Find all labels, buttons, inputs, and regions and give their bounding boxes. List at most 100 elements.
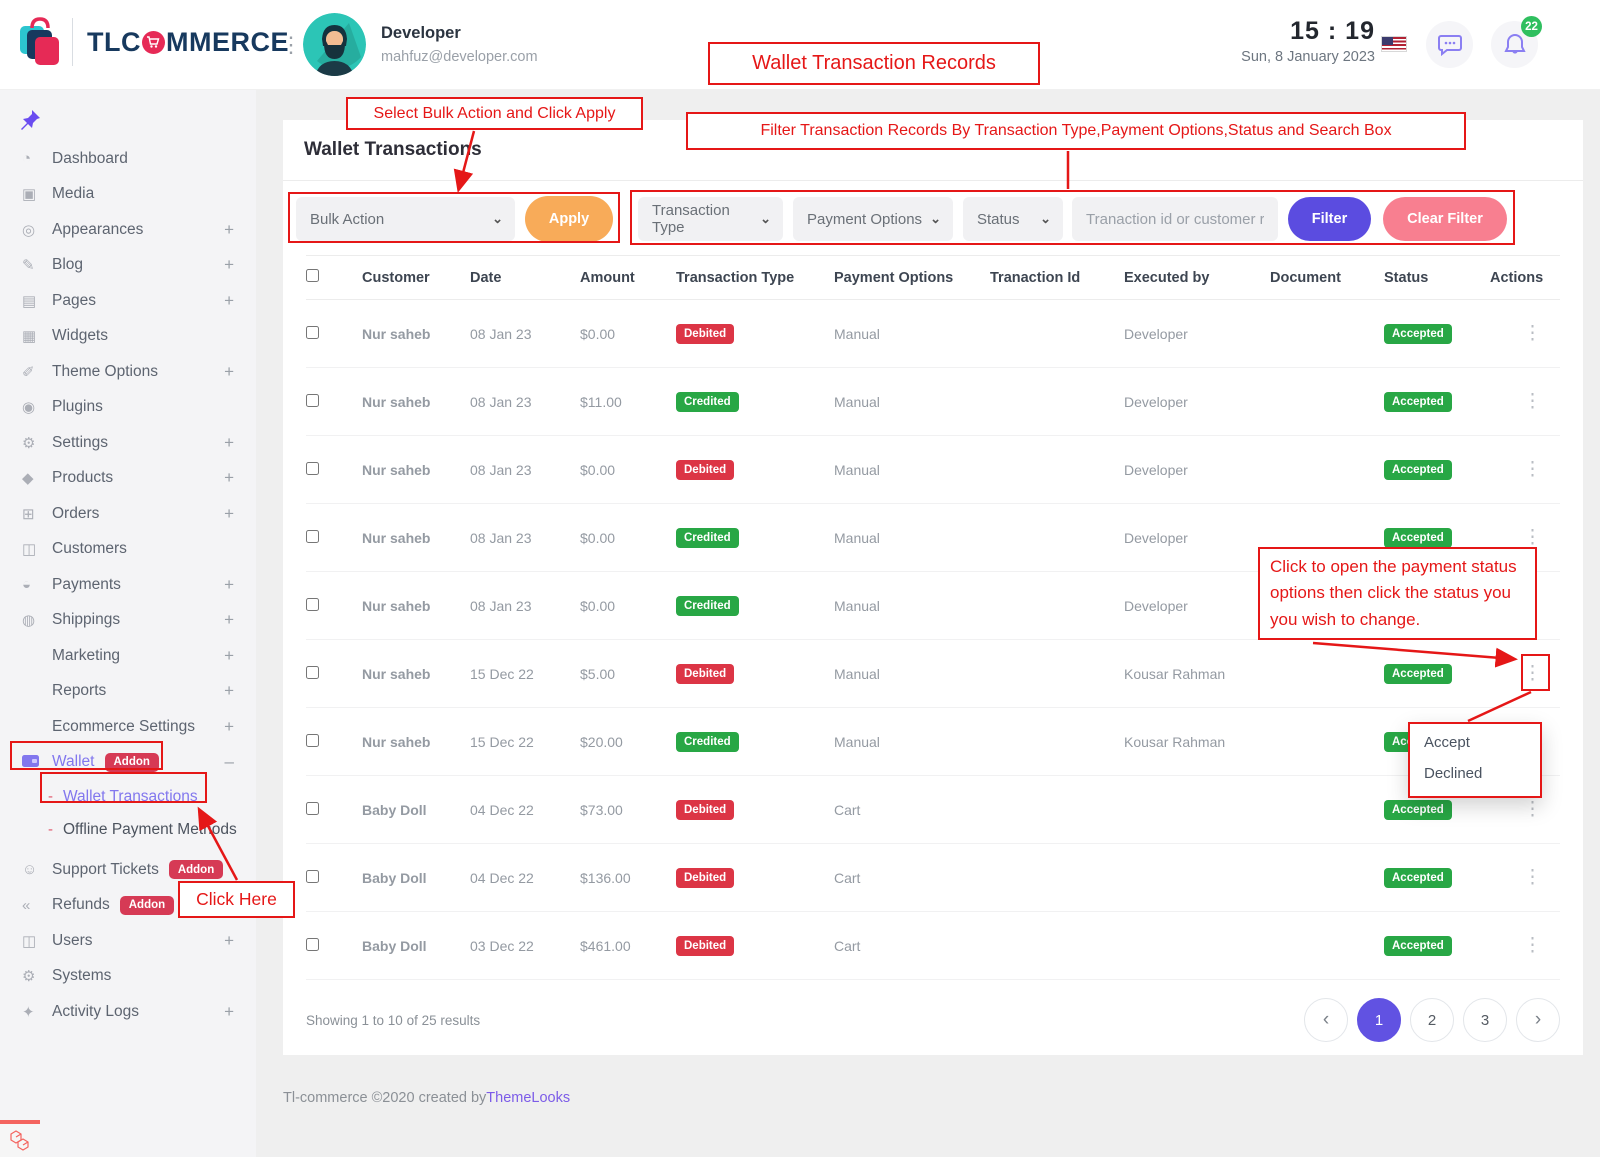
sidebar-item-users[interactable]: ◫ Users +	[22, 930, 234, 950]
chevron-down-icon: ⌄	[492, 211, 503, 226]
payment-options-select[interactable]: Payment Options ⌄	[793, 197, 953, 241]
row-checkbox[interactable]	[306, 393, 319, 407]
next-page-button[interactable]: ›	[1516, 998, 1560, 1042]
bulk-action-select[interactable]: Bulk Action ⌄	[296, 197, 515, 241]
row-checkbox[interactable]	[306, 597, 319, 611]
sidebar-item-blog[interactable]: ✎ Blog +	[22, 255, 234, 275]
expand-plus-icon[interactable]: +	[224, 219, 234, 239]
expand-plus-icon[interactable]: +	[224, 361, 234, 381]
row-actions-menu-icon[interactable]: ⋮	[1523, 799, 1542, 820]
status-badge[interactable]: Accepted	[1384, 867, 1452, 888]
status-select[interactable]: Status ⌄	[963, 197, 1063, 241]
status-badge[interactable]: Accepted	[1384, 935, 1452, 956]
transaction-type-select[interactable]: Transaction Type ⌄	[638, 197, 783, 241]
expand-plus-icon[interactable]: +	[224, 503, 234, 523]
expand-plus-icon[interactable]: +	[224, 716, 234, 736]
status-badge[interactable]: Accepted	[1384, 663, 1452, 684]
sidebar-item-activity-logs[interactable]: ✦ Activity Logs +	[22, 1001, 234, 1021]
row-checkbox[interactable]	[306, 937, 319, 951]
prev-page-button[interactable]: ‹	[1304, 998, 1348, 1042]
sidebar-item-refunds[interactable]: «Refunds Addon	[0, 888, 256, 924]
sidebar-item-media[interactable]: ▣ Media	[22, 185, 95, 204]
orders-icon: ⊞	[22, 505, 35, 523]
language-flag-icon[interactable]	[1381, 36, 1407, 52]
declined-option[interactable]: Declined	[1424, 765, 1483, 782]
status-badge[interactable]: Accepted	[1384, 459, 1452, 480]
page-1-button[interactable]: 1	[1357, 998, 1401, 1042]
expand-plus-icon[interactable]: +	[224, 930, 234, 950]
time: 15 : 19	[1290, 17, 1375, 45]
sidebar-toggle-icon[interactable]: ⋮	[280, 32, 302, 57]
row-actions-menu-icon[interactable]: ⋮	[1523, 323, 1542, 344]
row-checkbox[interactable]	[306, 665, 319, 679]
sidebar-item-customers[interactable]: ◫ Customers	[22, 540, 127, 559]
row-checkbox[interactable]	[306, 461, 319, 475]
page-2-button[interactable]: 2	[1410, 998, 1454, 1042]
apply-button[interactable]: Apply	[525, 196, 613, 242]
expand-plus-icon[interactable]: +	[224, 681, 234, 701]
expand-plus-icon[interactable]: +	[224, 290, 234, 310]
sidebar-item-widgets[interactable]: ▦ Widgets	[22, 327, 108, 346]
search-input[interactable]	[1072, 197, 1278, 241]
table-row: Nur saheb 08 Jan 23 $0.00 Credited Manua…	[306, 503, 1560, 572]
notifications-button[interactable]: 22	[1491, 16, 1542, 68]
status-badge[interactable]: Accepted	[1384, 391, 1452, 412]
sidebar-item-wallet-transactions[interactable]: - Wallet Transactions	[48, 787, 198, 806]
expand-plus-icon[interactable]: +	[224, 645, 234, 665]
brand-logo[interactable]: TLC MMERCE	[18, 14, 289, 70]
sidebar-item-theme-options[interactable]: ✐ Theme Options +	[22, 361, 234, 381]
laravel-debugbar[interactable]	[0, 1120, 40, 1157]
sidebar-item-pages[interactable]: ▤ Pages +	[22, 290, 234, 310]
transaction-type-badge: Debited	[676, 867, 735, 888]
page-3-button[interactable]: 3	[1463, 998, 1507, 1042]
bell-icon	[1503, 33, 1526, 54]
row-actions-menu-icon[interactable]: ⋮	[1523, 527, 1542, 548]
row-actions-menu-icon[interactable]: ⋮	[1523, 867, 1542, 888]
results-count: Showing 1 to 10 of 25 results	[306, 1012, 481, 1028]
sidebar-item-offline-payment-methods[interactable]: - Offline Payment Methods	[48, 820, 237, 839]
themelooks-link[interactable]: ThemeLooks	[486, 1090, 571, 1106]
row-actions-menu-icon[interactable]: ⋮	[1523, 391, 1542, 412]
sidebar-item-products[interactable]: ◆ Products +	[22, 468, 234, 488]
row-checkbox[interactable]	[306, 733, 319, 747]
clear-filter-button[interactable]: Clear Filter	[1383, 197, 1507, 241]
sidebar-item-systems[interactable]: ⚙ Systems	[22, 967, 112, 986]
messages-button[interactable]	[1426, 21, 1473, 68]
collapse-minus-icon[interactable]: –	[224, 752, 234, 772]
expand-plus-icon[interactable]: +	[224, 574, 234, 594]
sidebar-item-orders[interactable]: ⊞ Orders +	[22, 503, 234, 523]
row-checkbox[interactable]	[306, 801, 319, 815]
sidebar-item-marketing[interactable]: Marketing +	[52, 645, 234, 665]
sidebar-item-ecommerce-settings[interactable]: Ecommerce Settings +	[52, 716, 234, 736]
sidebar-item-settings[interactable]: ⚙ Settings +	[22, 432, 234, 452]
filter-button[interactable]: Filter	[1288, 197, 1371, 241]
chevron-down-icon: ⌄	[760, 211, 771, 226]
status-badge[interactable]: Accepted	[1384, 323, 1452, 344]
products-icon: ◆	[22, 470, 34, 488]
row-checkbox[interactable]	[306, 529, 319, 543]
sidebar-item-reports[interactable]: Reports +	[52, 681, 234, 701]
sidebar-item-shippings[interactable]: ◍ Shippings +	[22, 610, 234, 630]
user-profile[interactable]: Developer mahfuz@developer.com	[303, 13, 538, 76]
row-checkbox[interactable]	[306, 325, 319, 339]
sidebar-item-payments[interactable]: ◒ Payments +	[22, 574, 234, 594]
sidebar-item-plugins[interactable]: ◉ Plugins	[22, 398, 103, 417]
row-checkbox[interactable]	[306, 869, 319, 883]
select-all-checkbox[interactable]	[306, 269, 319, 282]
sidebar-item-appearances[interactable]: ◎ Appearances +	[22, 219, 234, 239]
expand-plus-icon[interactable]: +	[224, 468, 234, 488]
expand-plus-icon[interactable]: +	[224, 255, 234, 275]
accept-option[interactable]: Accept	[1424, 734, 1470, 751]
chevron-down-icon: ⌄	[1040, 211, 1051, 226]
sidebar-item-wallet[interactable]: Wallet Addon –	[0, 745, 256, 781]
expand-plus-icon[interactable]: +	[224, 1001, 234, 1021]
status-badge[interactable]: Accepted	[1384, 527, 1452, 548]
sidebar-item-dashboard[interactable]: ◔ Dashboard	[22, 149, 128, 168]
row-actions-menu-icon[interactable]: ⋮	[1523, 663, 1542, 684]
pin-icon[interactable]	[20, 108, 256, 135]
expand-plus-icon[interactable]: +	[224, 432, 234, 452]
expand-plus-icon[interactable]: +	[224, 610, 234, 630]
row-actions-menu-icon[interactable]: ⋮	[1523, 935, 1542, 956]
row-actions-menu-icon[interactable]: ⋮	[1523, 459, 1542, 480]
status-badge[interactable]: Accepted	[1384, 799, 1452, 820]
